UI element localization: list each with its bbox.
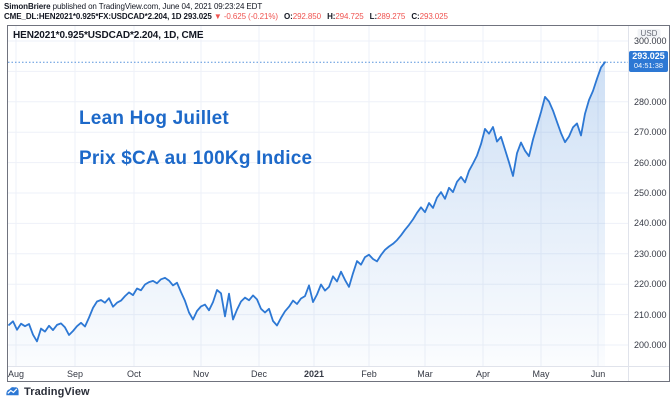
publish-info-text: published on TradingView.com, June 04, 2… [50,2,263,11]
chart-legend[interactable]: HEN2021*0.925*USDCAD*2.204, 1D, CME [13,30,204,41]
close-label: C: [411,12,420,21]
last-price: 293.025 [183,12,212,21]
price-tick-label: 210.000 [634,309,667,320]
chart-frame: HEN2021*0.925*USDCAD*2.204, 1D, CME Lean… [7,25,670,382]
time-tick-label: Apr [475,369,491,379]
price-tick-label: 220.000 [634,279,667,290]
time-tick-label: Jun [590,369,606,379]
price-tick-label: 260.000 [634,157,667,168]
symbol-name: CME_DL:HEN2021*0.925*FX:USDCAD*2.204, 1D [4,12,182,21]
price-tick-label: 200.000 [634,340,667,350]
time-tick-label: Nov [192,369,210,379]
time-tick-label: Dec [250,369,268,379]
price-tick-label: 240.000 [634,218,667,229]
session-countdown: 04:51:38 [633,61,664,71]
brand-footer: TradingView [5,384,90,399]
last-price-badge: 293.025 04:51:38 [629,51,668,73]
time-tick-label: Oct [126,369,142,379]
brand-name[interactable]: TradingView [24,385,90,398]
price-change: -0.625 (-0.21%) [223,12,278,21]
open-label: O: [284,12,293,21]
open-value: 292.850 [292,12,321,21]
high-label: H: [327,12,336,21]
time-tick-label: Sep [66,369,84,379]
price-chart-canvas[interactable] [8,26,628,366]
price-tick-label: 300.000 [634,36,667,46]
low-label: L: [369,12,378,21]
symbol-quote-line: CME_DL:HEN2021*0.925*FX:USDCAD*2.204, 1D… [4,12,448,22]
last-price-badge-value: 293.025 [632,51,665,62]
time-tick-label: Mar [417,369,433,379]
time-axis[interactable]: Aug Sep Oct Nov Dec 2021 Feb Mar Apr May Jun [8,366,628,381]
time-tick-label: Aug [7,369,25,379]
high-value: 294.725 [335,12,364,21]
low-value: 289.275 [377,12,406,21]
price-tick-label: 230.000 [634,248,667,259]
publish-info-line: SimonBriere published on TradingView.com… [4,2,262,12]
publisher-name[interactable]: SimonBriere [4,2,51,11]
annotation-subtitle: Prix $CA au 100Kg Indice [79,148,313,169]
annotation-title: Lean Hog Juillet [79,108,229,129]
time-tick-label: Feb [361,369,377,379]
time-tick-label: May [532,369,550,379]
chart-plot-area[interactable]: HEN2021*0.925*USDCAD*2.204, 1D, CME Lean… [8,26,628,366]
time-tick-label: 2021 [303,369,325,379]
axis-corner [628,366,669,381]
price-tick-label: 270.000 [634,127,667,138]
currency-label: USD [637,29,661,38]
tradingview-logo-icon [6,387,19,396]
area-fill [9,62,605,366]
close-value: 293.025 [419,12,448,21]
price-line-series [8,61,606,343]
price-tick-label: 280.000 [634,96,667,107]
price-axis[interactable]: USD 293.025 04:51:38 300.000 280.000 270.0… [628,26,669,366]
direction-down-icon: ▼ [213,12,222,21]
price-tick-label: 250.000 [634,188,667,198]
